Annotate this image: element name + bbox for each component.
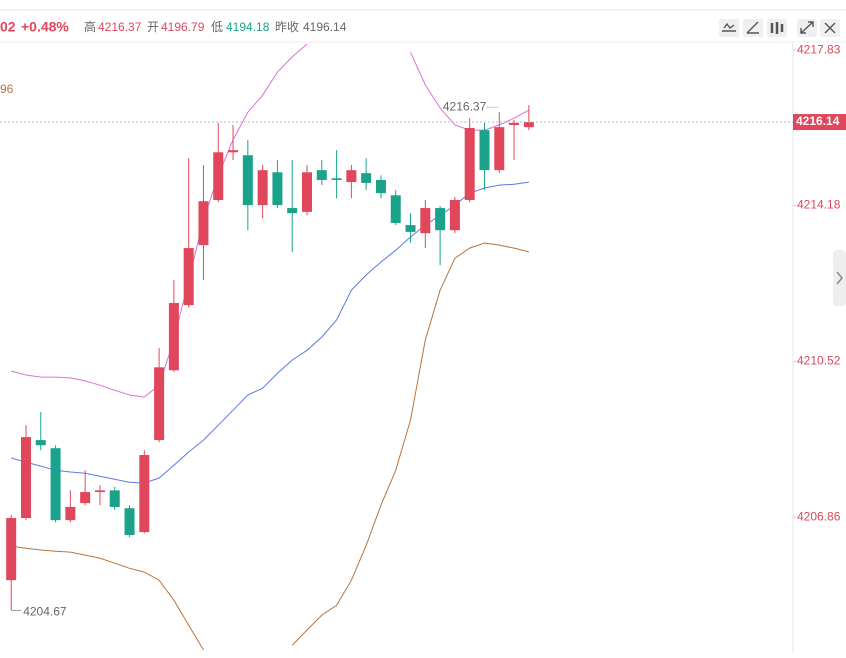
candle-body [287, 208, 298, 214]
stat-value: 4194.18 [226, 20, 270, 34]
annotation: 4204.67 [23, 605, 67, 619]
indicator-line [11, 242, 530, 651]
header: 02 +0.48% 高 4216.37 开 4196.79 低 4194.18 … [0, 19, 347, 35]
candle-body [35, 440, 46, 446]
stat-label: 开 [147, 20, 159, 34]
candle-body [109, 490, 120, 507]
plot: 4217.83 4214.18 4210.52 4206.86 4216.14 4216.… [0, 42, 846, 651]
candle-body [257, 170, 268, 206]
candle-body [390, 195, 401, 223]
candle-body [228, 150, 239, 153]
last-price-label: 4216.14 [796, 114, 840, 128]
candle-body [183, 248, 194, 306]
candle-body [375, 179, 386, 194]
candle-body [449, 199, 460, 231]
candle-body [139, 455, 150, 533]
stat-label: 高 [84, 19, 96, 34]
y-tick-label: 4214.18 [797, 198, 841, 212]
annotation: 4216.37 [443, 99, 487, 113]
candle-body [20, 437, 31, 519]
candle-body [331, 178, 342, 180]
tool-icon [746, 21, 759, 34]
candle-body [65, 506, 76, 521]
tool-icon [722, 22, 736, 32]
candle-body [154, 367, 165, 441]
candle-body [346, 170, 357, 183]
stat-label: 昨收 [275, 20, 299, 34]
candle-body [435, 208, 446, 231]
candle-body [509, 122, 520, 126]
last-price-box [793, 114, 846, 131]
candle-body [316, 170, 327, 180]
candle-body [405, 225, 416, 232]
tool-icon [824, 22, 836, 34]
candle-body [94, 490, 105, 493]
change: +0.48% [21, 19, 69, 35]
stat-value: 4216.37 [98, 20, 142, 34]
candle-body [479, 130, 490, 171]
side-toggle[interactable] [833, 250, 846, 306]
candle-body [50, 448, 61, 521]
candle-body [523, 122, 534, 128]
candle-body [464, 128, 475, 200]
candle-body [124, 508, 135, 536]
tool-button[interactable] [719, 19, 739, 37]
candle-body [168, 303, 179, 371]
stat-value: 4196.79 [161, 20, 205, 34]
candle-body [494, 127, 505, 171]
stat-value: 4196.14 [303, 20, 347, 34]
candle-body [420, 208, 431, 234]
annotation: 96 [0, 82, 14, 96]
tool-icon [800, 21, 814, 34]
toolbar [719, 19, 840, 37]
candle-body [6, 518, 17, 581]
candle-body [80, 492, 91, 504]
tool-icon [770, 22, 784, 34]
candle-body [302, 172, 312, 212]
tool-button[interactable] [743, 19, 763, 37]
stat-label: 低 [211, 20, 223, 34]
y-tick-label: 4217.83 [797, 42, 841, 56]
candle-body [198, 201, 209, 246]
candle-body [213, 152, 224, 200]
candle-body [242, 155, 253, 206]
side-toggle-icon [836, 271, 843, 285]
y-tick-label: 4206.86 [797, 509, 841, 523]
y-tick-label: 4210.52 [797, 354, 841, 368]
candle-body [361, 173, 372, 183]
price-partial: 02 [0, 19, 16, 35]
candle-body [272, 172, 283, 206]
